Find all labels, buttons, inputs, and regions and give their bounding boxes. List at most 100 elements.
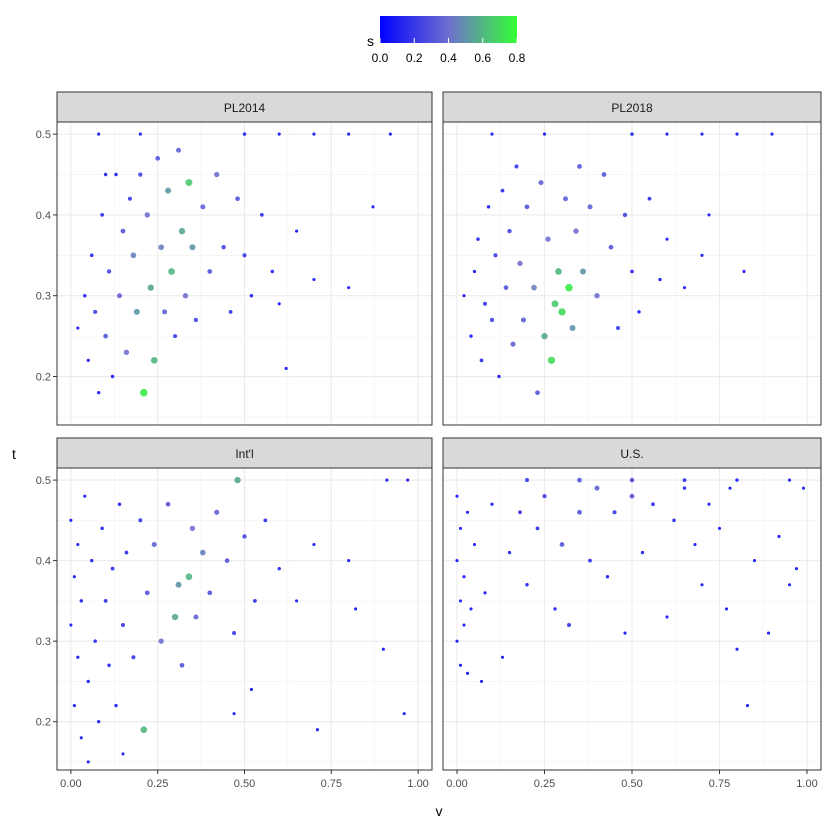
data-point [640,550,645,555]
data-point [665,132,669,136]
data-point [787,478,792,482]
data-point [465,671,470,675]
data-point [535,390,540,396]
data-point [551,300,559,308]
data-point [601,172,607,177]
facet-panel: PL2014 0.2 0.3 0.4 0.5 [36,91,433,426]
data-point [752,559,757,563]
data-point [173,334,178,339]
data-point [510,341,516,347]
data-point [158,638,164,644]
data-point [558,308,566,316]
x-tick-label: 0.75 [321,778,342,790]
data-point [242,132,247,136]
data-point [214,509,220,515]
data-point [458,599,463,603]
data-point [69,518,73,522]
facet-panel: PL2018 [442,91,822,426]
data-point [185,573,193,581]
data-point [207,590,213,596]
data-point [270,269,274,274]
data-point [658,277,662,282]
data-point [312,278,316,282]
data-point [569,325,576,332]
data-point [547,356,556,364]
data-point [371,205,375,209]
data-point [493,253,498,258]
data-point [83,294,87,298]
data-point [277,302,281,306]
data-point [249,687,254,692]
data-point [503,285,509,291]
data-point [171,613,179,621]
data-point [103,599,108,603]
data-point [242,534,247,539]
data-point [69,623,73,627]
data-point [277,132,281,136]
data-point [555,268,562,275]
data-point [178,227,186,235]
colorbar-tick-label: 0.8 [509,51,526,65]
data-point [482,301,488,306]
data-point [106,269,112,274]
data-point [165,187,172,194]
data-point [214,171,220,178]
data-point [682,478,687,482]
colorbar-legend: s 0.0 0.2 0.4 0.6 0.8 [367,16,526,65]
data-point [103,172,108,177]
data-point [110,374,115,379]
data-point [124,550,129,555]
data-point [707,502,711,506]
data-point [801,486,806,490]
x-axis-title: v [436,803,443,819]
data-point [497,374,501,379]
data-point [455,559,459,563]
data-point [176,147,182,153]
x-tick-label: 0.00 [60,778,81,790]
data-point [151,541,157,548]
data-point [707,213,711,217]
data-point [476,237,480,241]
data-point [277,566,281,571]
data-point [79,736,83,740]
data-point [588,558,592,563]
data-point [385,478,389,482]
data-point [107,663,111,668]
data-point [76,655,80,659]
data-point [469,607,473,611]
data-point [483,591,487,595]
data-point [144,212,150,218]
data-points [69,476,410,764]
data-point [594,485,600,491]
data-point [72,575,76,579]
facet-strip [56,437,433,469]
data-point [140,726,148,734]
data-point [745,704,750,708]
data-point [207,269,213,274]
data-point [469,334,473,338]
data-point [224,558,230,563]
data-point [728,486,732,490]
x-tick-label: 0.75 [709,778,730,790]
data-point [637,310,641,314]
data-point [130,252,137,259]
data-point [315,728,319,732]
data-point [615,326,621,331]
data-point [566,623,572,628]
data-point [507,228,512,234]
data-point [542,494,547,499]
data-point [542,132,547,136]
data-point [221,245,226,250]
data-point [96,719,101,724]
data-point [682,286,687,290]
data-point [622,212,628,218]
data-point [312,542,316,547]
data-point [787,583,792,587]
facet-title: Int'l [235,447,253,461]
data-point [83,494,87,498]
data-point [189,525,196,532]
data-point [76,326,80,330]
data-point [700,583,704,587]
data-point [110,566,115,571]
x-tick-label: 1.00 [407,778,428,790]
